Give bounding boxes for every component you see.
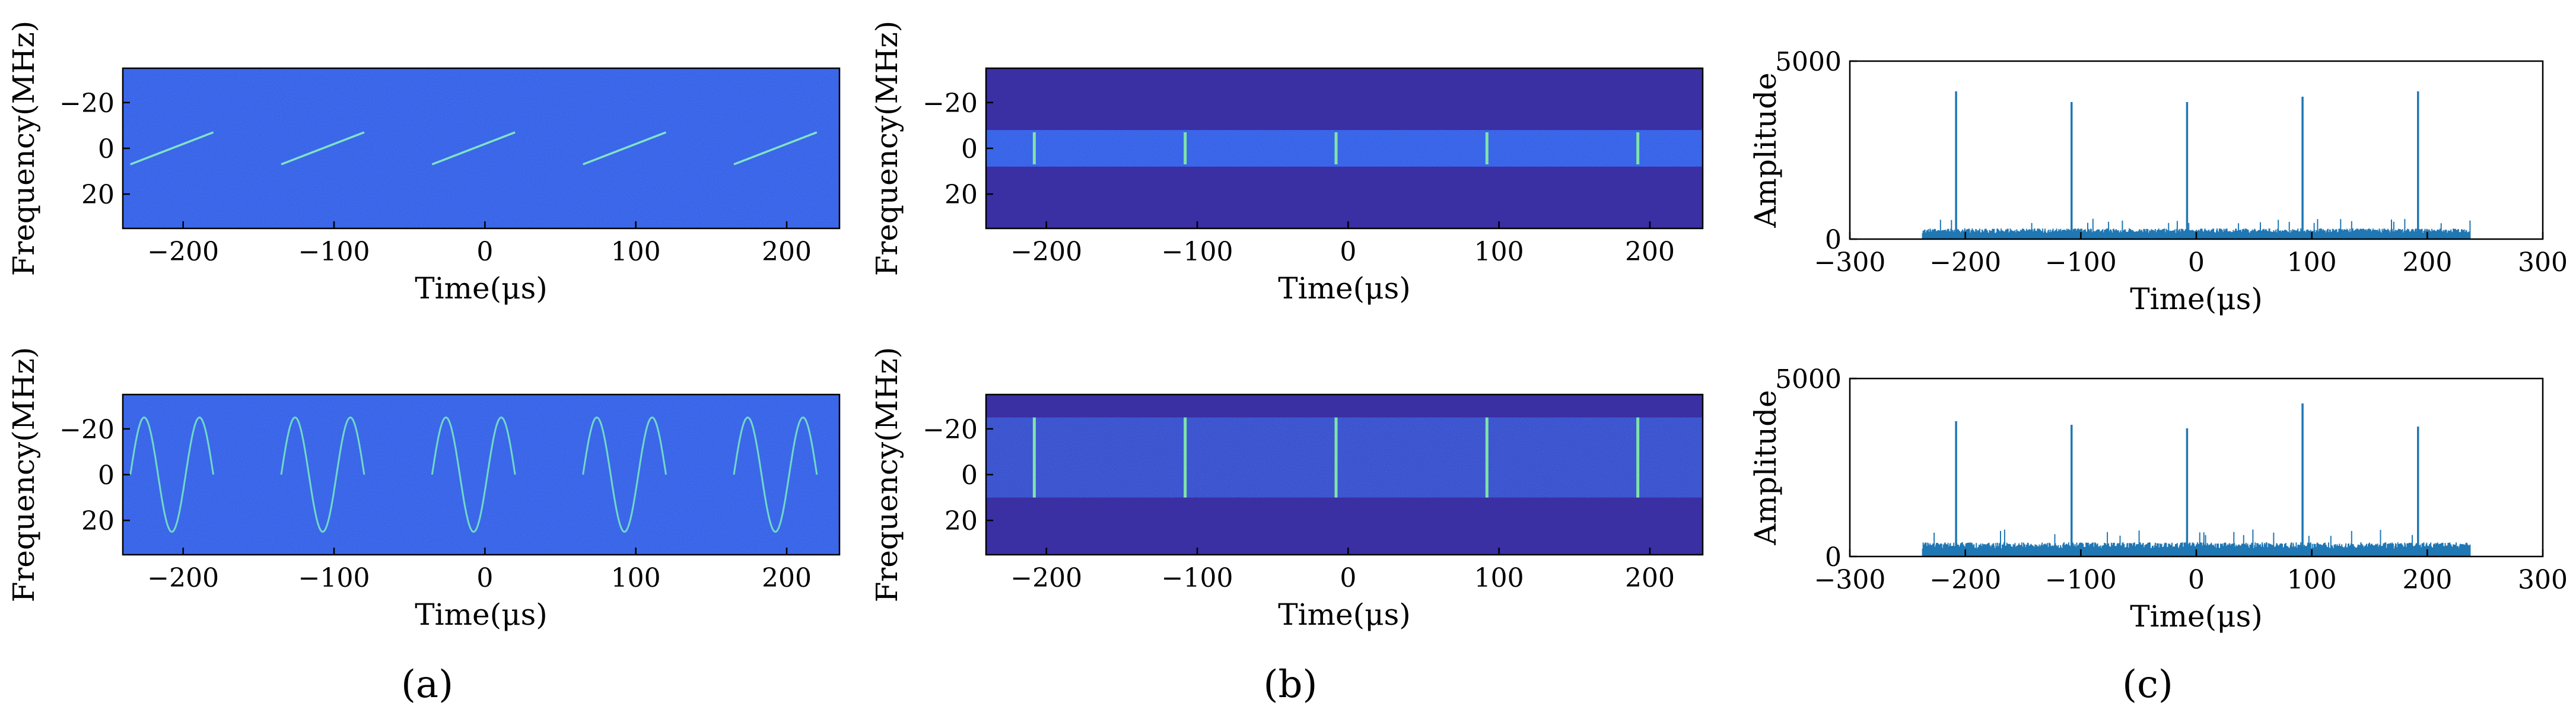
x-tick-label: 200 bbox=[762, 563, 812, 593]
y-tick-label: 0 bbox=[1825, 542, 1842, 573]
y-tick-label: 5000 bbox=[1775, 364, 1842, 395]
x-tick-label: 100 bbox=[1474, 563, 1524, 593]
chirp-trace bbox=[733, 131, 818, 166]
y-axis-label: Frequency(MHz) bbox=[870, 347, 904, 603]
x-tick-label: −200 bbox=[1010, 563, 1082, 593]
band-noise bbox=[986, 417, 1703, 498]
caption-b: (b) bbox=[1264, 663, 1318, 707]
x-tick-label: 0 bbox=[2188, 565, 2205, 595]
x-tick-label: −300 bbox=[1814, 247, 1886, 278]
sine-trace bbox=[431, 416, 516, 533]
x-tick-label: 0 bbox=[476, 563, 493, 593]
x-axis-label: Time(μs) bbox=[415, 597, 548, 632]
caption-c: (c) bbox=[2122, 663, 2173, 707]
spectrogram-noise bbox=[123, 68, 839, 228]
panel-a2: −200 −100 0 100 200−20020Time(μs)Frequency(M… bbox=[7, 347, 841, 632]
x-tick-label: 0 bbox=[476, 237, 493, 267]
x-tick-label: 100 bbox=[611, 237, 661, 267]
panel-c2: −300 −200 −100 0 100 200 300 0 5000 Time(μs) Ampli… bbox=[1748, 364, 2568, 634]
y-axis-label: Frequency(MHz) bbox=[7, 347, 41, 603]
band-noise bbox=[986, 130, 1703, 167]
y-axis-label: Amplitude bbox=[1748, 72, 1783, 228]
x-tick-label: 0 bbox=[2188, 247, 2205, 278]
y-tick-label: 20 bbox=[81, 180, 115, 210]
sine-trace bbox=[280, 416, 365, 533]
x-tick-label: 100 bbox=[2287, 565, 2337, 595]
amplitude-plot: −300 −200 −100 0 100 200 300 0 5000 Time(μs) Ampli… bbox=[1748, 47, 2568, 316]
x-tick-label: −100 bbox=[2045, 247, 2117, 278]
x-axis-label: Time(μs) bbox=[1278, 597, 1411, 632]
x-tick-label: 100 bbox=[1474, 237, 1524, 267]
spectrogram-noise bbox=[123, 395, 839, 555]
x-tick-label: 300 bbox=[2518, 247, 2568, 278]
y-axis-label: Frequency(MHz) bbox=[870, 21, 904, 276]
caption-a: (a) bbox=[401, 663, 453, 707]
sine-trace bbox=[733, 416, 818, 533]
spectrogram-plot: −200 −100 0 100 200−20020Time(μs)Frequency(M… bbox=[870, 21, 1704, 306]
x-tick-label: −300 bbox=[1814, 565, 1886, 595]
y-tick-label: 20 bbox=[944, 180, 978, 210]
x-tick-label: 200 bbox=[762, 237, 812, 267]
chirp-trace bbox=[431, 131, 516, 166]
panel-c1: −300 −200 −100 0 100 200 300 0 5000 Time(μs) Ampli… bbox=[1748, 47, 2568, 316]
panel-b2: −200 −100 0 100 200−20020Time(μs)Frequency(M… bbox=[870, 347, 1704, 632]
x-tick-label: 100 bbox=[2287, 247, 2337, 278]
y-tick-label: 5000 bbox=[1775, 47, 1842, 77]
y-tick-label: 0 bbox=[961, 134, 978, 164]
axes-frame bbox=[1849, 377, 2544, 558]
panel-a1: −200 −100 0 100 200−20020Time(μs)Frequency(M… bbox=[7, 21, 841, 306]
spectrogram-plot: −200 −100 0 100 200−20020Time(μs)Frequency(M… bbox=[7, 347, 841, 632]
axes-frame bbox=[1849, 60, 2544, 240]
y-tick-label: 0 bbox=[98, 134, 115, 164]
y-tick-label: 0 bbox=[98, 460, 115, 491]
x-axis-label: Time(μs) bbox=[1278, 271, 1411, 306]
x-tick-label: −200 bbox=[147, 237, 219, 267]
y-tick-label: −20 bbox=[59, 415, 115, 445]
x-tick-label: −200 bbox=[147, 563, 219, 593]
x-tick-label: −200 bbox=[1929, 565, 2001, 595]
y-tick-label: 0 bbox=[1825, 225, 1842, 255]
spectrogram-plot: −200 −100 0 100 200−20020Time(μs)Frequency(M… bbox=[7, 21, 841, 306]
y-tick-label: 0 bbox=[961, 460, 978, 491]
y-tick-label: 20 bbox=[81, 506, 115, 536]
x-tick-label: 300 bbox=[2518, 565, 2568, 595]
y-axis-label: Frequency(MHz) bbox=[7, 21, 41, 276]
x-axis-label: Time(μs) bbox=[2130, 282, 2263, 316]
panel-b1: −200 −100 0 100 200−20020Time(μs)Frequency(M… bbox=[870, 21, 1704, 306]
x-tick-label: 200 bbox=[2402, 247, 2452, 278]
y-tick-label: −20 bbox=[923, 88, 978, 119]
x-tick-label: −100 bbox=[298, 563, 370, 593]
y-axis-label: Amplitude bbox=[1748, 390, 1783, 545]
amplitude-plot: −300 −200 −100 0 100 200 300 0 5000 Time(μs) Ampli… bbox=[1748, 364, 2568, 634]
y-tick-label: 20 bbox=[944, 506, 978, 536]
x-tick-label: 200 bbox=[2402, 565, 2452, 595]
y-tick-label: −20 bbox=[59, 88, 115, 119]
x-tick-label: 100 bbox=[611, 563, 661, 593]
noise-floor bbox=[1922, 218, 2471, 239]
x-tick-label: −100 bbox=[2045, 565, 2117, 595]
x-tick-label: 200 bbox=[1625, 563, 1675, 593]
spectrogram-plot: −200 −100 0 100 200−20020Time(μs)Frequency(M… bbox=[870, 347, 1704, 632]
x-tick-label: −200 bbox=[1929, 247, 2001, 278]
x-tick-label: 0 bbox=[1340, 563, 1356, 593]
x-tick-label: −100 bbox=[1162, 563, 1233, 593]
x-tick-label: −200 bbox=[1010, 237, 1082, 267]
x-axis-label: Time(μs) bbox=[2130, 599, 2263, 634]
chirp-trace bbox=[281, 131, 365, 166]
chirp-trace bbox=[130, 131, 214, 166]
sine-trace bbox=[582, 416, 667, 533]
chirp-trace bbox=[583, 131, 667, 166]
x-tick-label: −100 bbox=[298, 237, 370, 267]
x-tick-label: 200 bbox=[1625, 237, 1675, 267]
x-tick-label: −100 bbox=[1162, 237, 1233, 267]
x-tick-label: 0 bbox=[1340, 237, 1356, 267]
sine-trace bbox=[129, 416, 215, 533]
y-tick-label: −20 bbox=[923, 415, 978, 445]
x-axis-label: Time(μs) bbox=[415, 271, 548, 306]
noise-floor bbox=[1922, 529, 2471, 557]
